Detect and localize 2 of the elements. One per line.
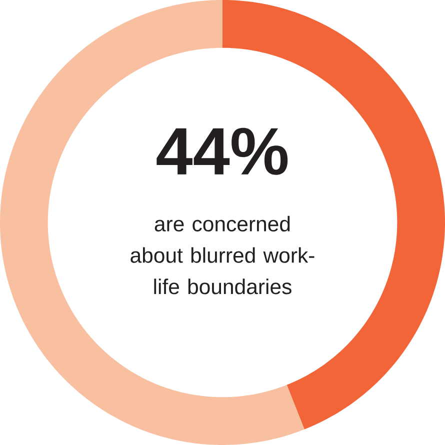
data-label: 44% bbox=[156, 128, 288, 175]
text: are concerned about blurred work-life boundaries bbox=[130, 216, 314, 294]
